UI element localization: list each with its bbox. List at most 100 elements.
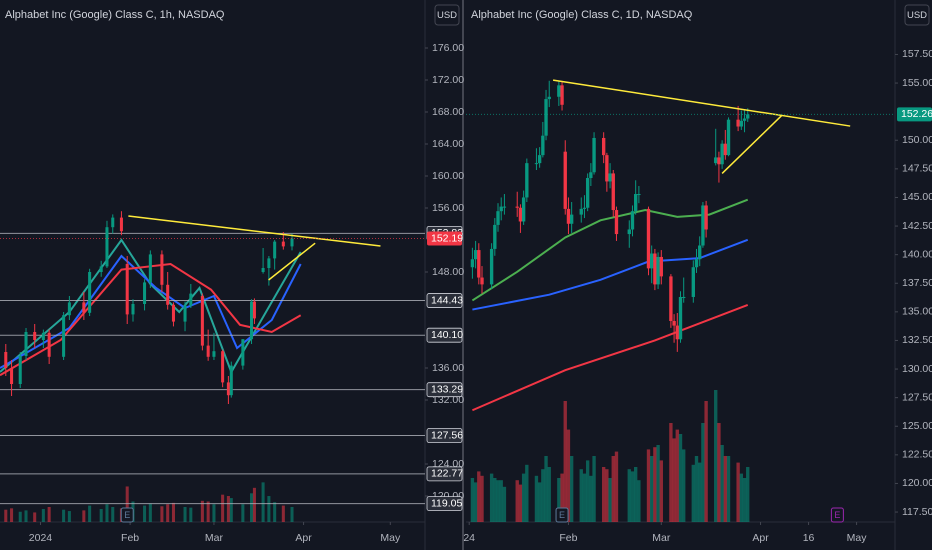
candle-body bbox=[473, 250, 478, 260]
candle-body bbox=[99, 266, 103, 272]
volume-bar bbox=[88, 505, 92, 522]
level-label: 144.43 bbox=[431, 294, 463, 306]
candle-body bbox=[627, 229, 631, 235]
event-marker[interactable] bbox=[830, 507, 844, 523]
volume-bar bbox=[675, 429, 679, 522]
volume-bar bbox=[723, 456, 728, 522]
volume-bar bbox=[105, 504, 109, 522]
candle-body bbox=[691, 267, 695, 297]
candle-body bbox=[489, 248, 494, 285]
moving-average bbox=[472, 238, 749, 311]
volume-bar bbox=[537, 482, 542, 522]
volume-bar bbox=[592, 456, 596, 522]
event-marker[interactable] bbox=[555, 507, 569, 523]
candle-body bbox=[111, 217, 115, 228]
candle-body bbox=[525, 163, 529, 198]
level-label: 140.10 bbox=[431, 329, 463, 341]
volume-bar bbox=[171, 502, 175, 522]
candle-body bbox=[502, 206, 507, 208]
moving-average bbox=[0, 262, 302, 377]
candle-body bbox=[33, 332, 37, 340]
y-tick-label: 156.00 bbox=[432, 202, 464, 214]
candle-body bbox=[544, 99, 548, 136]
candle-body bbox=[189, 293, 193, 306]
volume-bar bbox=[534, 475, 539, 522]
level-label: 122.77 bbox=[431, 468, 463, 480]
candle-body bbox=[672, 321, 676, 326]
candle-body bbox=[585, 178, 590, 208]
candle-body bbox=[252, 301, 256, 319]
candle-body bbox=[723, 143, 728, 156]
y-tick-label: 164.00 bbox=[432, 138, 464, 150]
candle-body bbox=[41, 332, 45, 340]
y-tick-label: 132.50 bbox=[902, 334, 932, 346]
volume-bar bbox=[18, 511, 22, 522]
volume-bar bbox=[267, 496, 271, 522]
event-marker[interactable] bbox=[120, 507, 134, 523]
candle-body bbox=[119, 217, 123, 232]
candle-body bbox=[67, 302, 71, 316]
volume-bar bbox=[518, 484, 523, 522]
y-tick-label: 168.00 bbox=[432, 106, 464, 118]
x-tick-label: May bbox=[847, 532, 868, 544]
volume-bar bbox=[10, 508, 14, 522]
candle-body bbox=[515, 206, 519, 208]
candle-body bbox=[633, 194, 638, 212]
y-tick-label: 130.00 bbox=[902, 363, 932, 375]
y-tick-label: 122.50 bbox=[902, 449, 932, 461]
candle-body bbox=[592, 137, 596, 173]
candle-body bbox=[656, 256, 660, 285]
volume-bar bbox=[241, 504, 245, 522]
x-tick-label: Feb bbox=[121, 532, 139, 544]
volume-bar bbox=[148, 503, 152, 522]
candle-body bbox=[229, 365, 233, 396]
volume-bar bbox=[653, 447, 657, 522]
currency-button[interactable] bbox=[434, 4, 460, 26]
currency-label: USD bbox=[437, 10, 457, 21]
y-tick-label: 160.00 bbox=[432, 170, 464, 182]
volume-bar bbox=[489, 473, 494, 522]
candle-body bbox=[499, 206, 503, 212]
candle-body bbox=[183, 305, 187, 322]
volume-bar bbox=[682, 449, 686, 522]
volume-bar bbox=[226, 496, 230, 522]
volume-bar bbox=[601, 467, 606, 522]
y-tick-label: 148.00 bbox=[432, 266, 464, 278]
candle-body bbox=[290, 238, 294, 247]
volume-bar bbox=[717, 423, 721, 522]
event-label: E bbox=[124, 510, 130, 520]
candle-body bbox=[714, 157, 718, 164]
y-tick-label: 147.50 bbox=[902, 163, 932, 175]
candle-body bbox=[563, 151, 567, 209]
currency-button[interactable] bbox=[904, 4, 930, 26]
y-tick-label: 117.50 bbox=[902, 506, 932, 518]
volume-bar bbox=[4, 509, 8, 522]
level-badge bbox=[426, 382, 463, 398]
candle-body bbox=[143, 282, 147, 304]
candle-body bbox=[605, 155, 609, 182]
y-tick-label: 142.50 bbox=[902, 220, 932, 232]
currency-label: USD bbox=[907, 10, 927, 21]
level-badge bbox=[426, 466, 463, 482]
volume-bar bbox=[24, 510, 28, 522]
candle-body bbox=[704, 205, 708, 230]
x-tick-label: 24 bbox=[463, 532, 475, 544]
volume-bar bbox=[726, 456, 731, 522]
candle-body bbox=[694, 259, 699, 268]
candle-body bbox=[18, 356, 22, 384]
candle-body bbox=[582, 207, 587, 209]
volume-bar bbox=[541, 469, 545, 522]
volume-bar bbox=[585, 460, 590, 522]
volume-bar bbox=[704, 401, 708, 522]
candle-body bbox=[717, 157, 721, 165]
volume-bar bbox=[579, 469, 583, 522]
chart-title: Alphabet Inc (Google) Class C, 1h, NASDA… bbox=[5, 9, 225, 21]
candle-body bbox=[566, 208, 571, 224]
volume-bar bbox=[183, 506, 187, 522]
volume-bar bbox=[742, 478, 747, 522]
candle-body bbox=[267, 258, 271, 268]
volume-bar bbox=[189, 507, 193, 522]
volume-bar bbox=[496, 480, 500, 522]
candle-body bbox=[62, 315, 66, 357]
volume-bar bbox=[698, 462, 702, 522]
